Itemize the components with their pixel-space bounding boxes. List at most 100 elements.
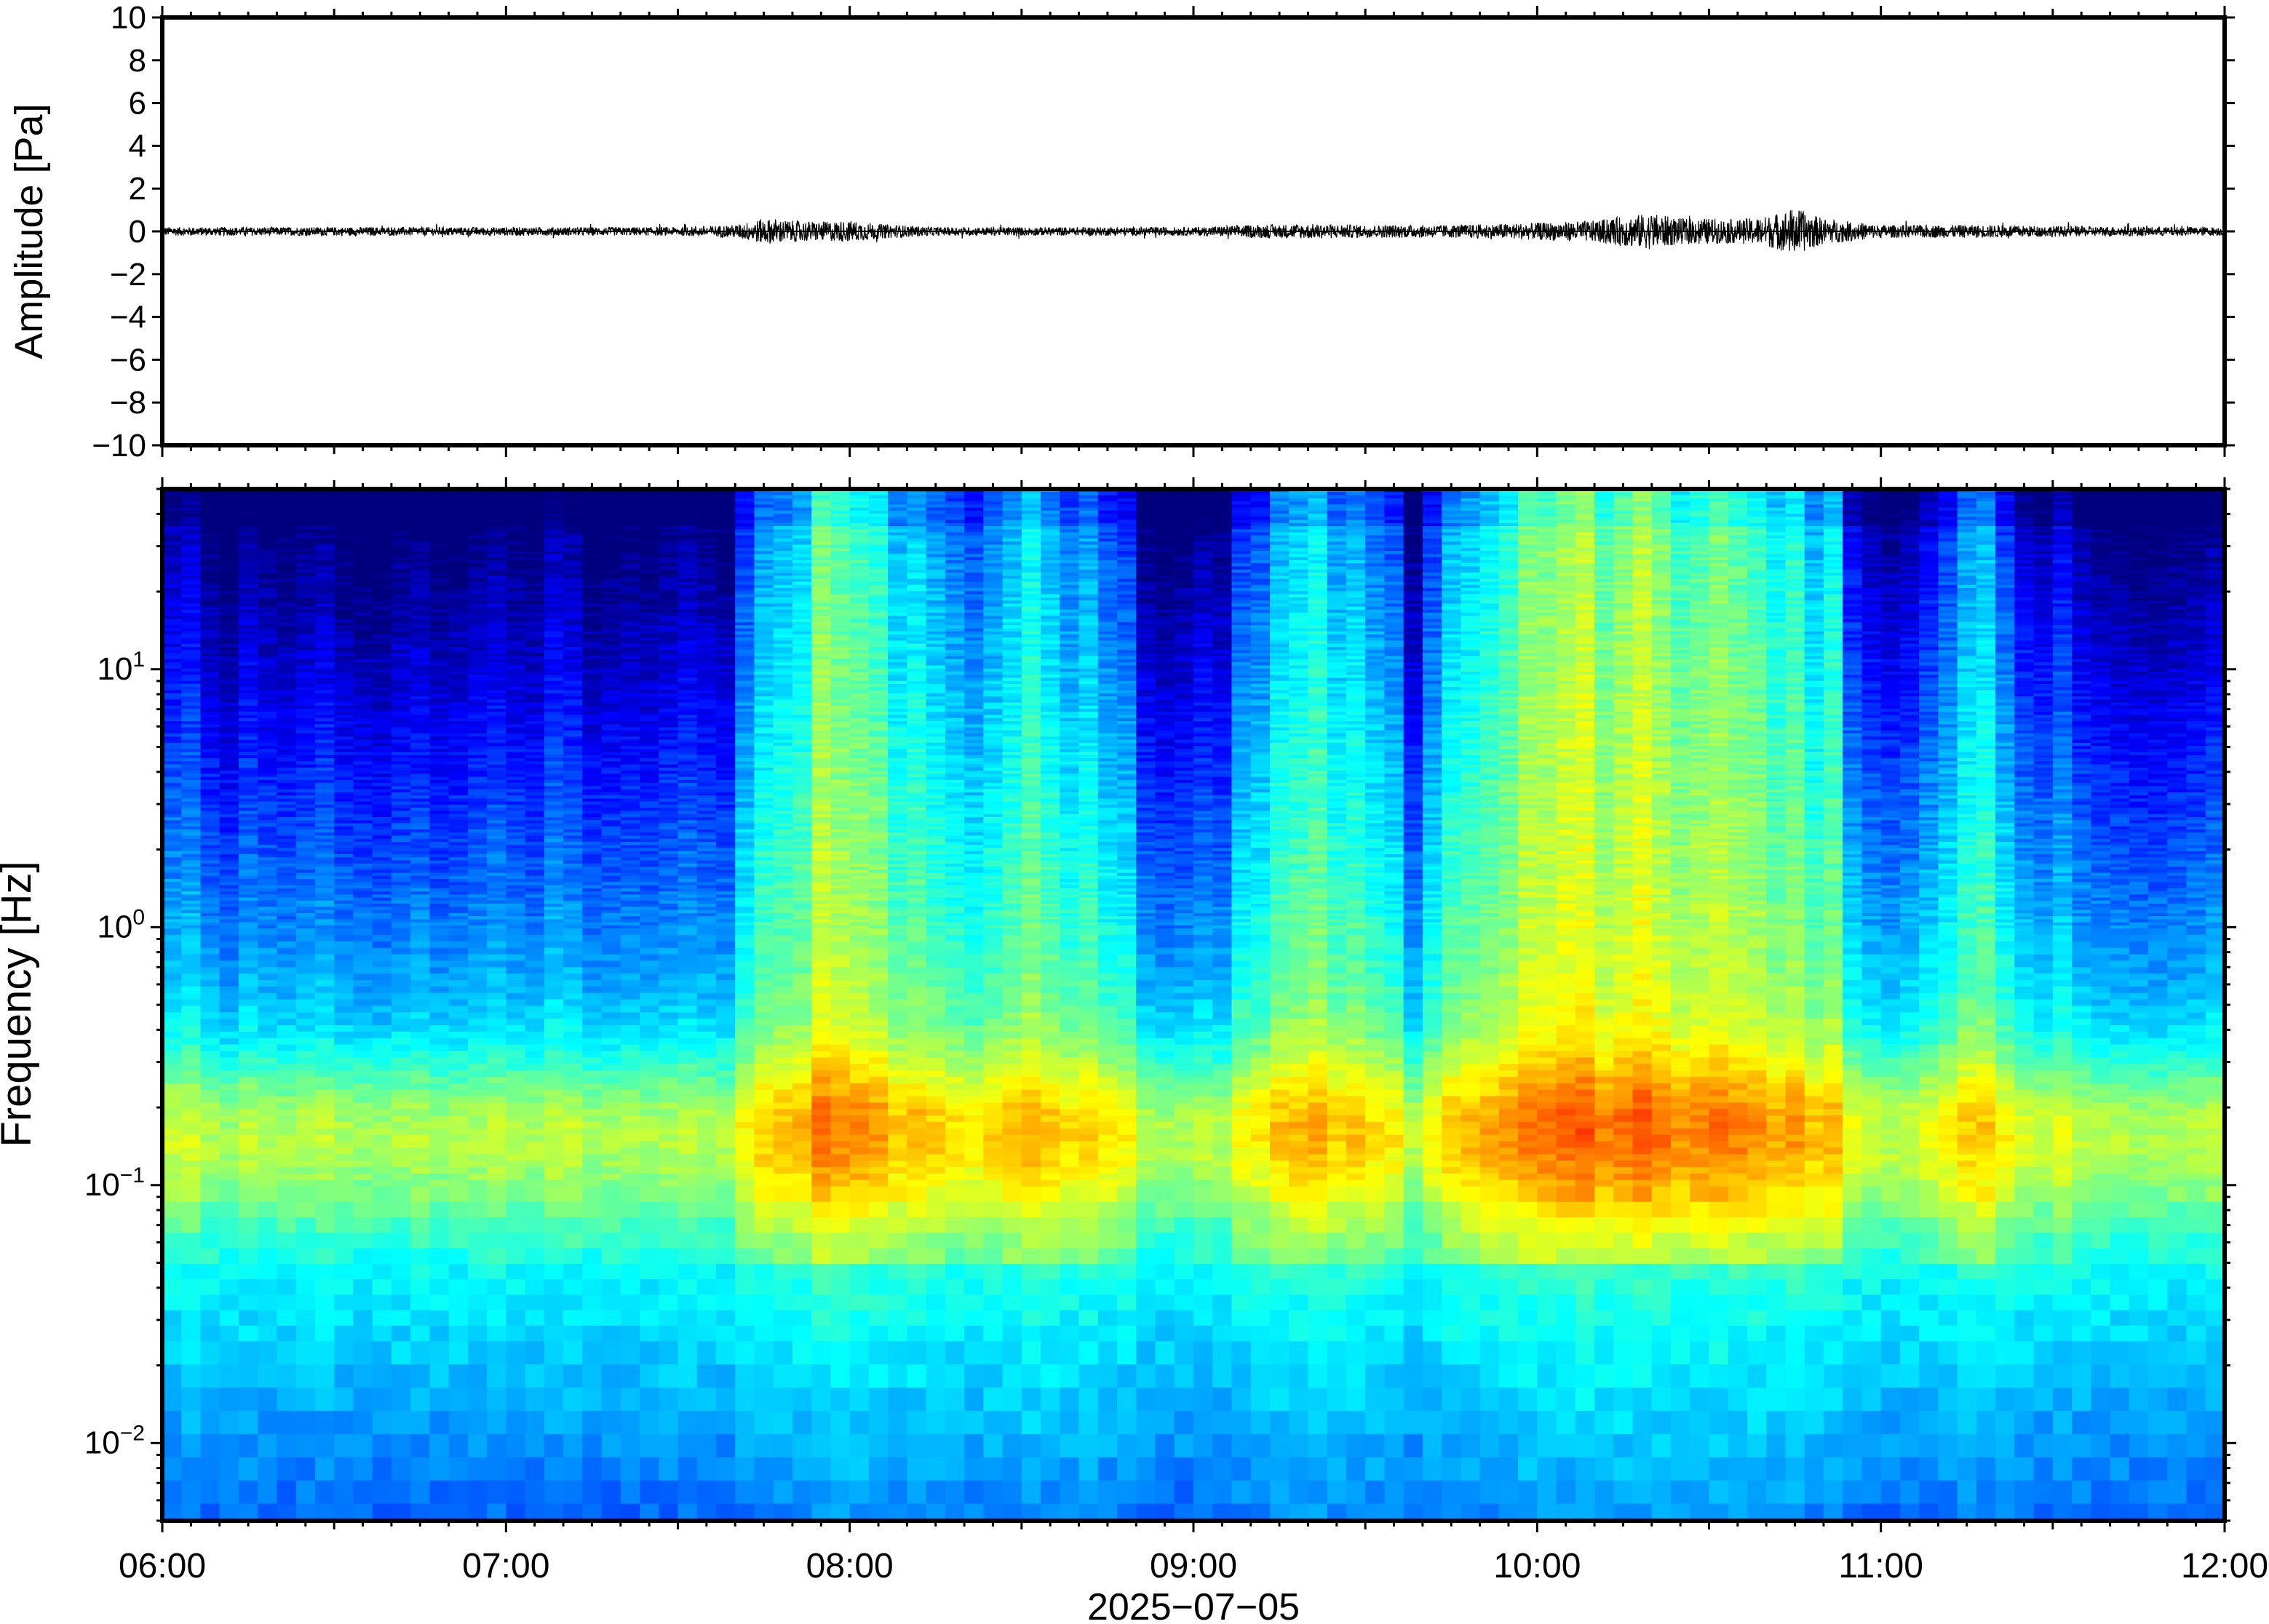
spectrogram-cell [468,1202,488,1218]
spectrogram-cell [468,955,488,962]
spectrogram-cell [429,1457,449,1481]
spectrogram-cell [334,1167,354,1174]
spectrogram-cell [429,1249,449,1265]
spectrogram-cell [334,1115,354,1123]
spectrogram-cell [239,1217,258,1233]
spectrogram-cell [373,1064,392,1071]
spectrogram-cell [449,1202,469,1218]
spectrogram-cell [392,980,411,987]
spectrogram-cell [582,1233,602,1249]
spectrogram-cell [239,1135,258,1142]
spectrogram-cell [392,1457,411,1481]
spectrogram-cell [334,1310,354,1326]
spectrogram-cell [315,1233,335,1249]
spectrogram-cell [544,1135,564,1142]
spectrogram-cell [334,1090,354,1097]
spectrogram-cell [525,1411,545,1435]
spectrogram-cell [468,1481,488,1505]
spectrogram-cell [506,1434,525,1458]
spectrogram-cell [239,993,258,1000]
spectrogram-cell [602,1115,621,1123]
spectrogram-cell [353,1025,373,1032]
spectrogram-cell [602,1012,621,1019]
spectrogram-cell [334,987,354,994]
spectrogram-cell [315,1032,335,1039]
spectrogram-cell [353,1341,373,1365]
spectrogram-cell [506,1161,525,1168]
spectrogram-cell [277,1096,296,1103]
spectrogram-cell [468,1109,488,1116]
spectrogram-cell [429,1388,449,1412]
spectrogram-cell [487,1000,506,1007]
spectrogram-cell [582,1135,602,1142]
spectrogram-cell [277,967,296,974]
spectrogram-cell [373,1411,392,1435]
spectrogram-cell [468,1142,488,1149]
spectrogram-cell [315,1102,335,1110]
spectrogram-cell [487,967,506,974]
spectrogram-cell [506,1147,525,1155]
spectrogram-cell [258,1294,277,1310]
spectrogram-cell [296,1019,316,1026]
spectrogram-cell [506,1388,525,1412]
spectrogram-cell [296,1233,316,1249]
spectrogram-cell [296,1070,316,1078]
spectrogram-cell [487,1032,506,1039]
spectrogram-cell [373,1341,392,1365]
spectrogram-cell [410,1411,430,1435]
spectrogram-cell [525,1264,545,1280]
spectrogram-cell [373,942,392,949]
spectrogram-cell [544,1174,564,1181]
spectrogram-cell [296,1077,316,1084]
spectrogram-cell [181,1083,201,1091]
spectrogram-cell [429,1077,449,1084]
spectrogram-cell [602,1142,621,1149]
spectrogram-cell [506,1025,525,1032]
spectrogram-cell [315,1264,335,1280]
spectrogram-cell [429,1279,449,1295]
spectrogram-cell [410,955,430,962]
spectrogram-cell [277,1147,296,1155]
spectrogram-cell [468,993,488,1000]
spectrogram-cell [468,1279,488,1295]
spectrogram-cell [373,1083,392,1091]
spectrogram-cell [315,1434,335,1458]
spectrogram-cell [239,1057,258,1064]
spectrogram-cell [162,1000,182,1007]
spectrogram-cell [525,1310,545,1326]
spectrogram-cell [506,1129,525,1136]
spectrogram-cell [563,1109,583,1116]
spectrogram-cell [602,1341,621,1365]
spectrogram-cell [525,1012,545,1019]
spectrogram-cell [429,1129,449,1136]
spectrogram-cell [296,967,316,974]
spectrogram-cell [353,1233,373,1249]
spectrogram-cell [162,974,182,981]
spectrogram-cell [373,1025,392,1032]
spectrogram-cell [296,1180,316,1187]
spectrogram-cell [506,1070,525,1078]
amplitude-y-tick-label: −4 [110,300,146,335]
spectrogram-cell [582,1142,602,1149]
spectrogram-cell [468,1310,488,1326]
spectrogram-cell [392,1142,411,1149]
spectrogram-cell [353,1279,373,1295]
spectrogram-cell [410,1032,430,1039]
spectrogram-cell [277,1202,296,1218]
spectrogram-cell [602,1083,621,1091]
spectrogram-cell [315,1161,335,1168]
spectrogram-cell [449,1264,469,1280]
spectrogram-cell [410,1129,430,1136]
spectrogram-cell [353,955,373,962]
spectrogram-cell [602,1434,621,1458]
spectrogram-cell [200,942,220,949]
spectrogram-cell [410,1249,430,1265]
spectrogram-cell [449,1279,469,1295]
spectrogram-cell [181,1217,201,1233]
spectrogram-cell [239,1434,258,1458]
spectrogram-cell [487,1364,506,1388]
spectrogram-cell [220,1174,239,1181]
spectrogram-cell [449,1000,469,1007]
spectrogram-cell [506,928,525,936]
spectrogram-cell [353,1180,373,1187]
